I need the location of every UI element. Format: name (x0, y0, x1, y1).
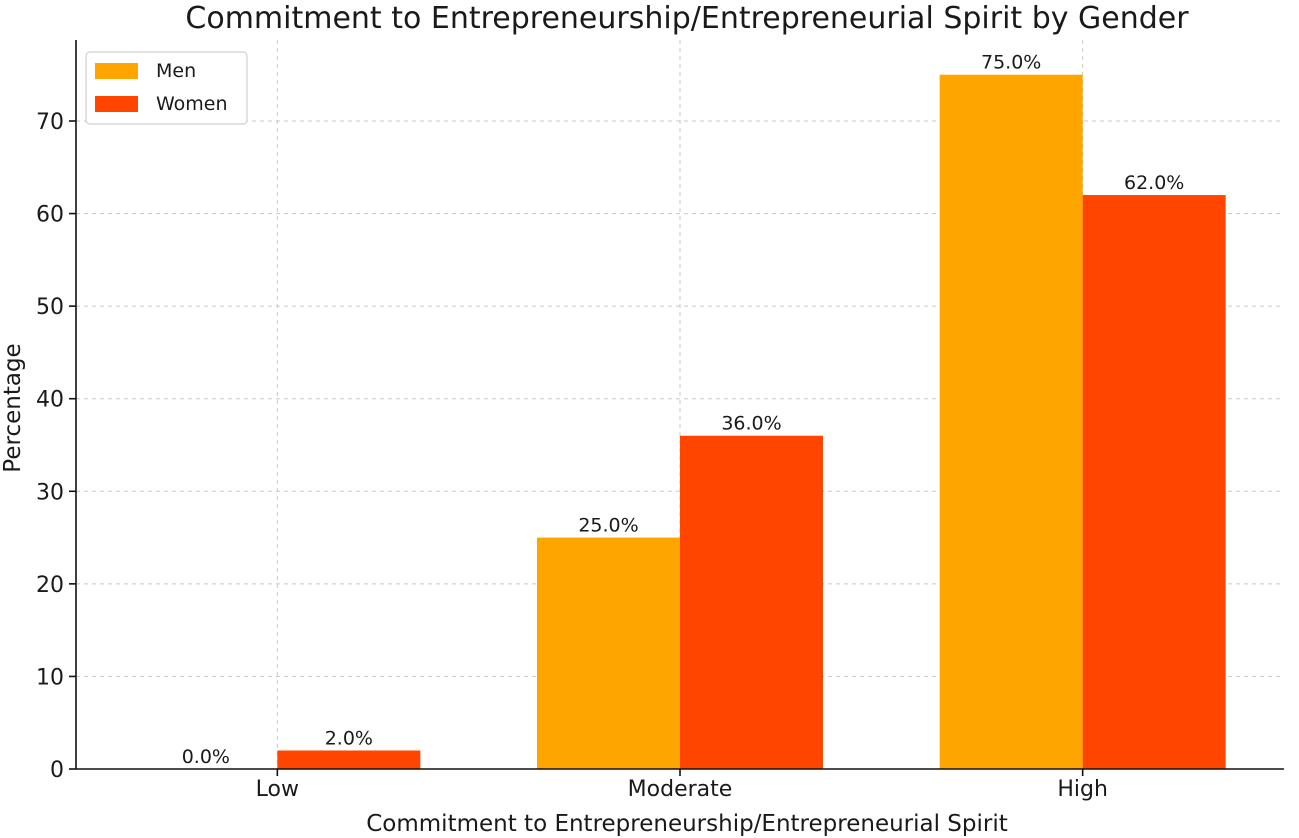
bar-women-moderate (680, 435, 823, 769)
bar-men-high (939, 74, 1083, 769)
legend: Men Women (85, 51, 248, 125)
x-tick-label: Moderate (628, 777, 733, 802)
data-label: 75.0% (981, 52, 1041, 74)
x-tick-label: High (1057, 777, 1108, 802)
data-label: 0.0% (182, 746, 230, 768)
bar-men-moderate (537, 537, 680, 769)
y-tick-label: 50 (36, 295, 64, 320)
bar-women-high (1082, 195, 1226, 770)
axes: 0 10 20 30 40 50 60 70 Low Moderate High (36, 40, 1284, 802)
data-labels: 0.0% 25.0% 75.0% 2.0% 36.0% 62.0% (182, 52, 1185, 768)
x-tick-label: Low (256, 777, 299, 802)
chart-title: Commitment to Entrepreneurship/Entrepren… (185, 1, 1189, 36)
data-label: 25.0% (578, 515, 638, 537)
y-tick-label: 30 (36, 480, 64, 505)
data-label: 62.0% (1124, 172, 1184, 194)
y-tick-label: 40 (36, 388, 64, 413)
legend-label-men: Men (156, 60, 196, 82)
data-label: 2.0% (325, 727, 373, 749)
y-axis-label: Percentage (0, 343, 26, 472)
legend-swatch-women (95, 96, 138, 112)
bar-women-low (277, 750, 421, 769)
data-label: 36.0% (721, 413, 781, 435)
y-tick-label: 60 (36, 203, 64, 228)
y-tick-label: 20 (36, 573, 64, 598)
bars (277, 74, 1226, 770)
legend-swatch-men (95, 63, 138, 79)
x-axis-label: Commitment to Entrepreneurship/Entrepren… (366, 811, 1008, 837)
y-tick-label: 70 (36, 110, 64, 135)
y-tick-label: 0 (50, 758, 64, 783)
legend-label-women: Women (156, 93, 228, 115)
y-tick-label: 10 (36, 665, 64, 690)
